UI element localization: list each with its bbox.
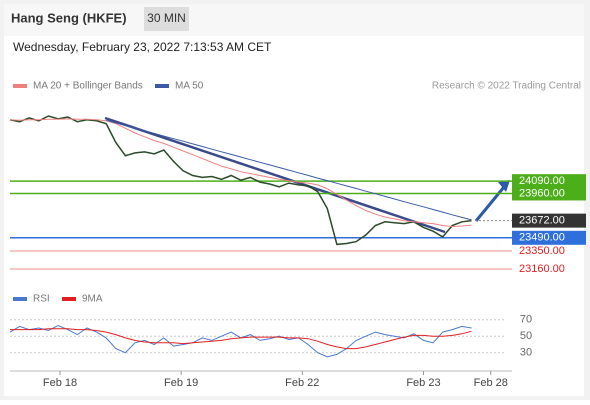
y-tick-label: 50	[520, 330, 532, 342]
x-tick-label: Feb 23	[406, 377, 440, 389]
legend-item: MA 50	[175, 81, 204, 92]
datetime: Wednesday, February 23, 2022 7:13:53 AM …	[13, 40, 272, 54]
legend-item: RSI	[33, 294, 50, 305]
level-label: 23960.00	[519, 187, 565, 199]
y-tick-label: 30	[520, 347, 532, 359]
legend-swatch	[13, 297, 27, 301]
level-box	[512, 213, 586, 228]
legend-item: MA 20 + Bollinger Bands	[33, 81, 143, 92]
level-box	[512, 186, 586, 201]
level-label: 23350.00	[519, 245, 565, 257]
level-label: 24090.00	[519, 175, 565, 187]
arrow-head	[498, 180, 510, 192]
x-tick-label: Feb 18	[43, 377, 77, 389]
level-label: 23490.00	[519, 232, 565, 244]
legend-swatch	[155, 84, 169, 88]
title: Hang Seng (HKFE)	[11, 10, 127, 25]
series-line	[10, 328, 472, 350]
arrow	[474, 186, 506, 222]
series-line	[9, 118, 472, 228]
legend-swatch	[13, 84, 27, 88]
y-tick-label: 70	[520, 314, 532, 326]
x-tick-label: Feb 28	[474, 377, 508, 389]
top-bar	[4, 4, 584, 36]
legend-item: 9MA	[82, 294, 103, 305]
level-box	[512, 230, 586, 245]
series-line	[106, 119, 472, 221]
legend-swatch	[62, 297, 76, 301]
panel	[4, 4, 584, 396]
level-box	[512, 174, 586, 189]
x-tick-label: Feb 22	[285, 377, 319, 389]
trend-line	[104, 116, 446, 234]
credit: Research © 2022 Trading Central	[432, 81, 581, 92]
x-tick-label: Feb 19	[164, 377, 198, 389]
interval-button[interactable]	[144, 7, 189, 31]
interval[interactable]: 30 MIN	[147, 11, 186, 25]
level-label: 23160.00	[519, 263, 565, 275]
level-label: 23672.00	[519, 215, 565, 227]
